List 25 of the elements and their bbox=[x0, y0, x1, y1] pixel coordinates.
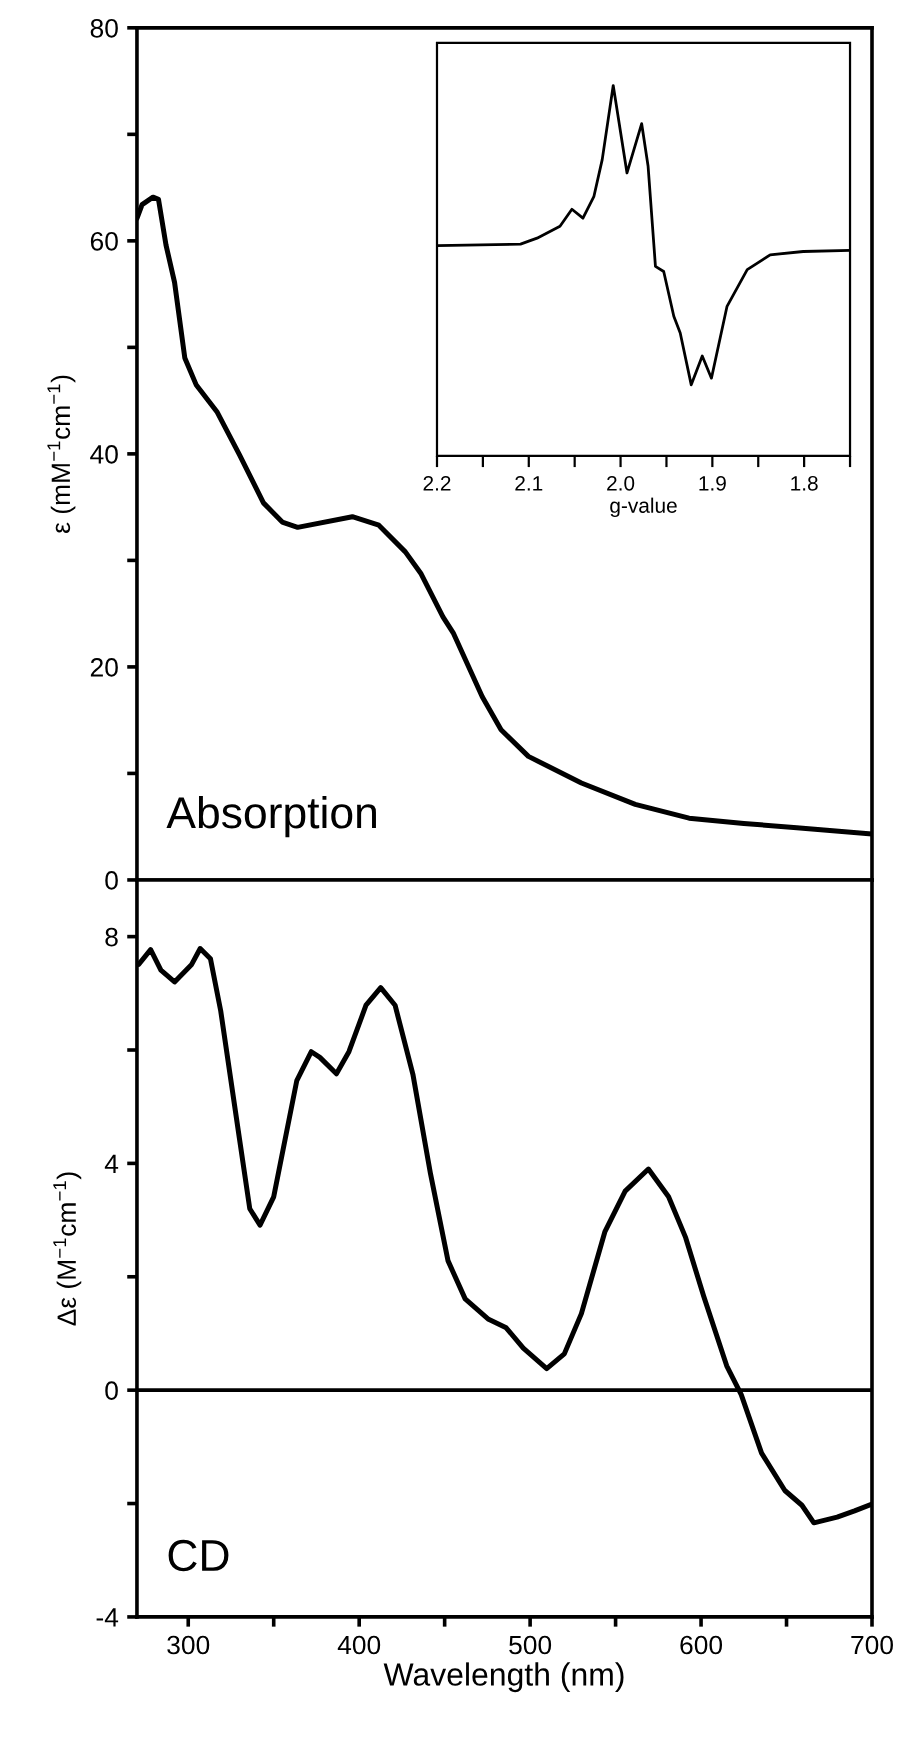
x-axis-title: Wavelength (nm) bbox=[383, 1662, 624, 1693]
y-tick-label: -4 bbox=[96, 1608, 119, 1627]
y-tick-label: 4 bbox=[104, 1154, 119, 1173]
x-tick-label: 700 bbox=[851, 1635, 893, 1655]
x-tick-label: 1.8 bbox=[791, 475, 818, 491]
x-tick-label: 600 bbox=[680, 1635, 723, 1655]
y-tick-label: 20 bbox=[90, 658, 118, 677]
x-tick-label: 2.0 bbox=[607, 475, 635, 491]
x-axis-title: g-value bbox=[610, 497, 677, 518]
x-tick-label: 1.9 bbox=[699, 475, 726, 491]
annotation: CD bbox=[168, 1539, 229, 1572]
x-tick-label: 300 bbox=[167, 1635, 210, 1655]
y-tick-label: 8 bbox=[105, 927, 118, 947]
y-axis-title: Δε (M$^{−1}$cm$^{−1}$) bbox=[53, 1172, 82, 1326]
y-tick-label: 80 bbox=[90, 18, 118, 38]
x-tick-label: 500 bbox=[509, 1635, 552, 1655]
x-tick-label: 400 bbox=[337, 1635, 381, 1655]
y-tick-label: 40 bbox=[90, 445, 118, 464]
y-tick-label: 0 bbox=[105, 871, 118, 890]
y-tick-label: 60 bbox=[90, 231, 118, 251]
annotation: Absorption bbox=[166, 795, 376, 838]
y-axis-title: ε (mM$^{−1}$cm$^{−1}$) bbox=[47, 375, 76, 533]
x-tick-label: 2.2 bbox=[423, 475, 451, 491]
x-tick-label: 2.1 bbox=[515, 475, 543, 491]
y-tick-label: 0 bbox=[105, 1381, 118, 1400]
